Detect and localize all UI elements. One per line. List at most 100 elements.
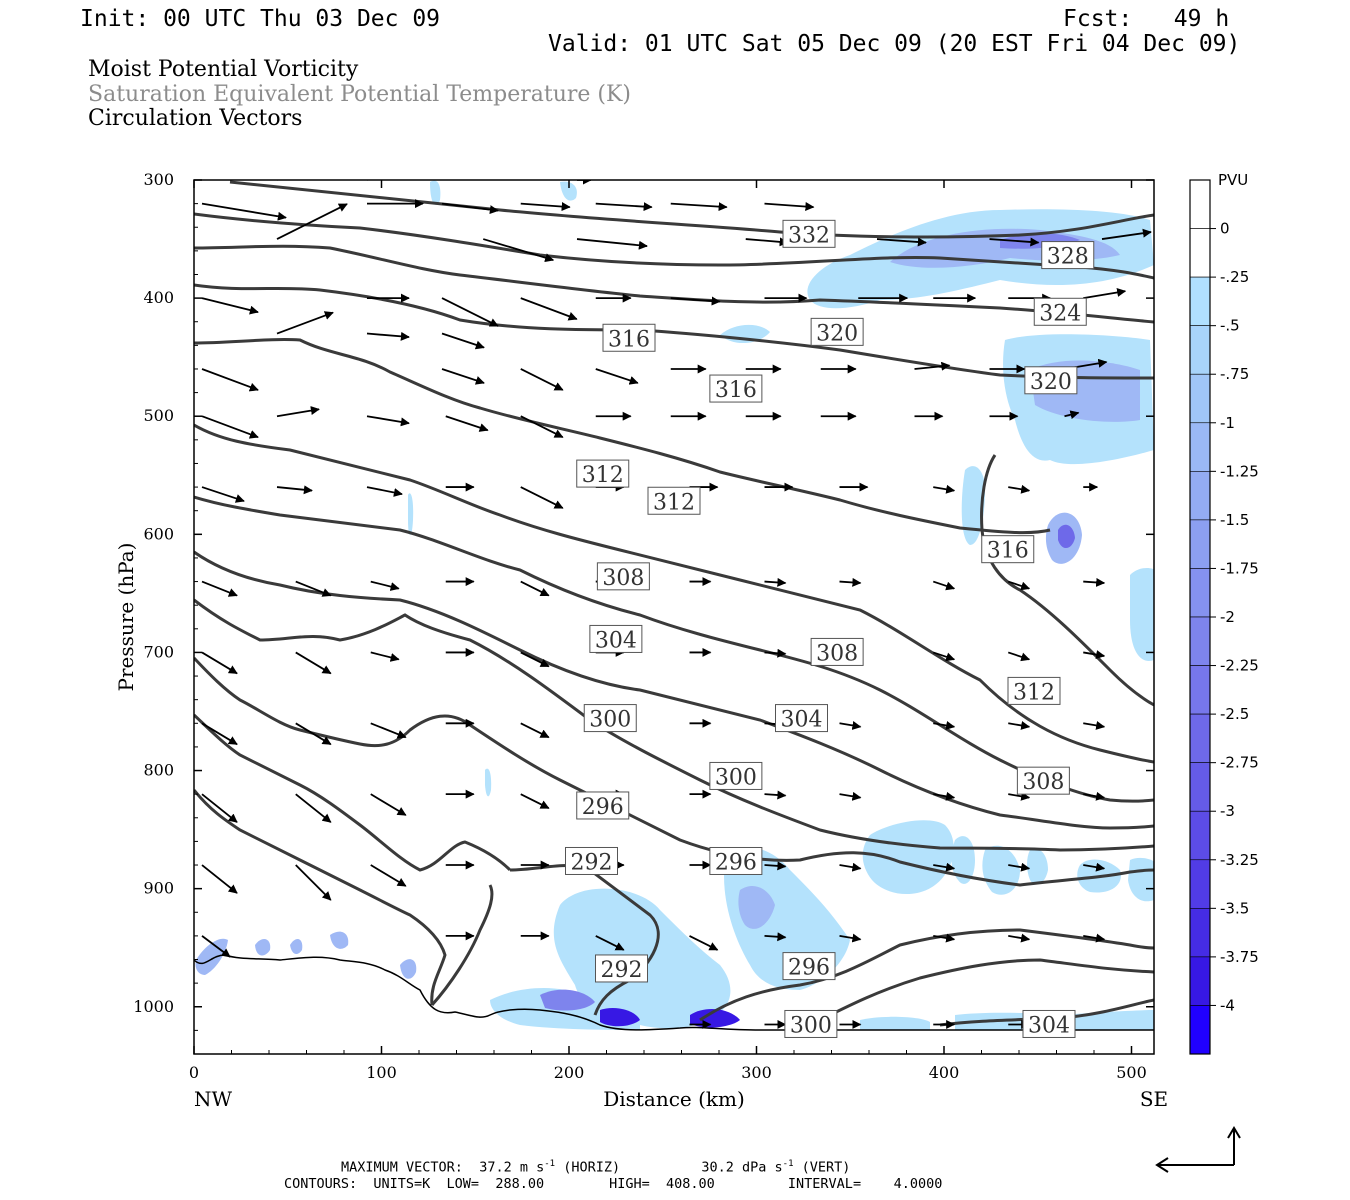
contour-label-text-24: 292 <box>601 958 643 983</box>
vector-22 <box>670 296 721 306</box>
vector-9 <box>764 202 815 212</box>
contour-label-8: 312 <box>576 459 630 488</box>
contour-label-16: 304 <box>1022 1009 1076 1038</box>
vector-86 <box>932 651 956 662</box>
vector-57 <box>520 486 564 509</box>
vector-109 <box>839 791 862 801</box>
colorbar-label-4: -1 <box>1220 414 1235 432</box>
contour-292 <box>194 713 512 872</box>
vector-65 <box>201 580 238 597</box>
contour-312 <box>194 423 1154 764</box>
horiz-value: 37.2 m s <box>479 1159 545 1176</box>
vector-88 <box>1083 650 1106 660</box>
vector-10 <box>276 203 348 240</box>
vector-67 <box>370 580 400 591</box>
contour-316-right <box>980 454 1154 707</box>
y-tick-label-3: 600 <box>143 524 174 543</box>
vector-53 <box>201 486 245 503</box>
vector-75 <box>1007 580 1031 591</box>
y-tick-label-2: 500 <box>143 406 174 425</box>
contour-300-lower <box>819 958 1154 1022</box>
y-tick-label-6: 900 <box>143 879 174 898</box>
vector-74 <box>932 580 956 591</box>
contour-288 <box>194 789 447 1006</box>
vector-129 <box>689 935 719 951</box>
contour-labels: 332 328 324 320 320 316 316 316 312 312 312 308 308 3… <box>565 219 1095 1038</box>
contour-label-24: 292 <box>595 954 648 983</box>
colorbar-bin-15 <box>1189 908 1211 958</box>
colorbar-label-1: -.25 <box>1220 268 1249 286</box>
contour-label-20: 296 <box>576 791 630 820</box>
vector-38 <box>914 361 951 371</box>
colorbar-label-14: -3.5 <box>1220 899 1249 917</box>
contour-label-5: 316 <box>602 323 656 352</box>
colorbar-label-11: -2.75 <box>1220 754 1259 772</box>
contour-label-text-19: 300 <box>790 1013 832 1038</box>
colorbar-bin-3 <box>1189 325 1211 375</box>
contour-label-11: 308 <box>596 562 650 591</box>
vector-44 <box>445 415 489 432</box>
colorbar-bin-9 <box>1189 616 1211 666</box>
y-tick-label-0: 300 <box>143 170 174 189</box>
y-tick-label-1: 400 <box>143 288 174 307</box>
vector-12 <box>576 238 648 250</box>
x-axis: 0 100 200 300 400 500 <box>189 180 1147 1082</box>
horiz-tag: (HORIZ) <box>563 1159 621 1176</box>
contour-label-text-13: 308 <box>1022 770 1064 795</box>
vector-6 <box>520 202 571 212</box>
vector-76 <box>1083 577 1106 587</box>
colorbar-label-3: -.75 <box>1220 365 1249 383</box>
vector-120 <box>764 861 787 871</box>
vector-72 <box>764 577 787 587</box>
contour-300 <box>194 598 1154 852</box>
vector-102 <box>295 793 332 823</box>
contour-label-text-22: 296 <box>788 956 830 981</box>
contour-label-12: 308 <box>810 637 864 666</box>
contour-288b <box>430 884 494 1007</box>
x-right-endpoint: SE <box>1140 1087 1168 1111</box>
vector-101 <box>201 793 238 823</box>
field-mpv-title: Moist Potential Vorticity <box>88 57 359 82</box>
vector-105 <box>520 793 550 809</box>
contour-label-text-3: 320 <box>816 321 858 346</box>
contour-316 <box>194 338 1051 535</box>
vector-91 <box>370 722 407 739</box>
colorbar-label-6: -1.5 <box>1220 511 1249 529</box>
colorbar-bin-2 <box>1189 276 1211 326</box>
contour-label-text-9: 312 <box>653 490 695 515</box>
vector-73 <box>839 577 862 587</box>
vector-90 <box>295 722 332 746</box>
contour-label-text-21: 296 <box>715 850 757 875</box>
forecast-hour: Fcst: 49 h <box>1063 6 1230 32</box>
y-tick-label-5: 800 <box>143 761 174 780</box>
contour-label-18: 300 <box>709 761 763 790</box>
vector-111 <box>1008 791 1031 801</box>
contour-332 <box>229 180 1154 239</box>
contour-label-text-11: 308 <box>602 566 644 591</box>
contour-label-text-7: 316 <box>987 539 1029 564</box>
vector-43 <box>366 415 410 427</box>
colorbar-bin-1 <box>1189 228 1211 278</box>
colorbar-label-2: -.5 <box>1220 317 1240 335</box>
vector-0 <box>277 180 279 181</box>
contour-label-10: 312 <box>1007 676 1061 705</box>
vector-87 <box>1007 651 1031 662</box>
vector-77 <box>201 651 238 675</box>
vector-3 <box>201 202 287 221</box>
vector-7 <box>595 202 653 212</box>
contour-label-19: 300 <box>784 1009 838 1038</box>
x-tick-label-4: 400 <box>929 1063 960 1082</box>
contour-label-1: 328 <box>1041 241 1095 270</box>
colorbar-bin-7 <box>1189 519 1211 569</box>
vector-100 <box>1083 721 1106 730</box>
vector-11 <box>482 238 555 263</box>
y-tick-label-7: 1000 <box>133 997 174 1016</box>
vector-79 <box>370 651 400 662</box>
vector-31 <box>201 368 259 392</box>
vector-34 <box>595 368 639 385</box>
terrain-line <box>194 954 1154 1031</box>
vector-45 <box>520 415 564 439</box>
vector-123 <box>1008 862 1031 872</box>
vector-52 <box>1064 410 1080 420</box>
colorbar-label-0: 0 <box>1220 220 1230 238</box>
